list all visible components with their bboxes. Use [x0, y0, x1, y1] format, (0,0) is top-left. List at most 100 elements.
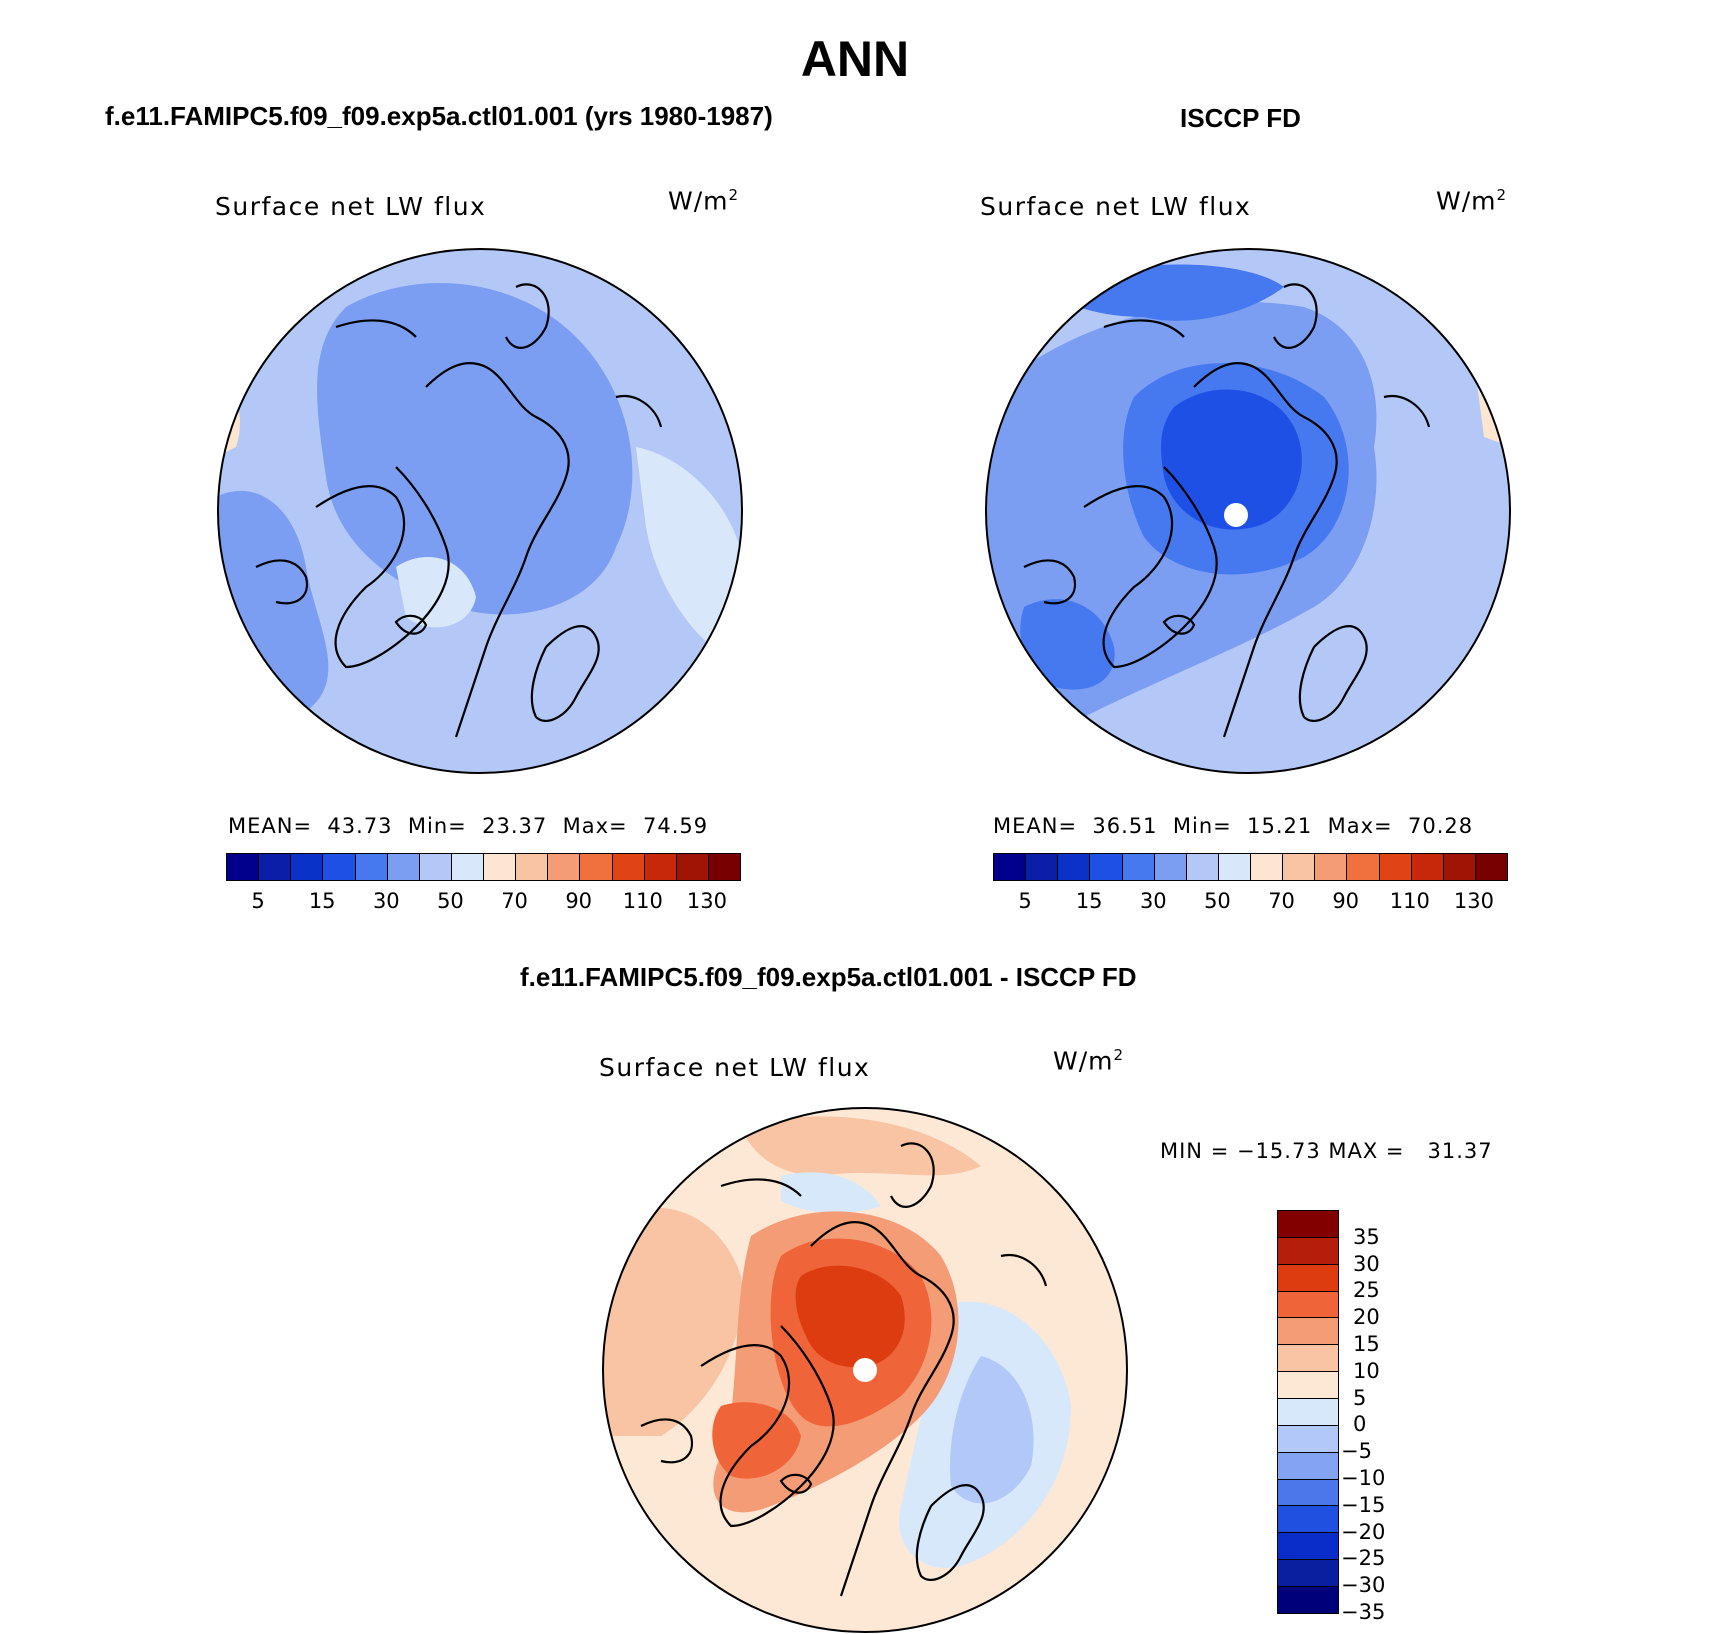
obs-contour-dark-sw: [1020, 599, 1115, 690]
colorbar-tick-label: 70: [501, 889, 528, 913]
colorbar-swatch: [1278, 1506, 1338, 1534]
colorbar-tick-label: 30: [1353, 1251, 1380, 1276]
colorbar-swatch: [1283, 854, 1316, 880]
colorbar-swatch: [1251, 854, 1284, 880]
colorbar-swatch: [1278, 1264, 1338, 1292]
diff-contour-light-red-north: [741, 1116, 981, 1176]
colorbar-swatch: [1026, 854, 1059, 880]
obs-variable-label: Surface net LW flux: [980, 192, 1252, 221]
colorbar-swatch: [1475, 854, 1507, 880]
model-contour-light-center: [396, 557, 476, 628]
obs-colorbar: [993, 853, 1508, 881]
colorbar-swatch: [419, 854, 452, 880]
colorbar-swatch: [994, 854, 1027, 880]
colorbar-tick-label: 10: [1353, 1358, 1380, 1383]
model-colorbar: [226, 853, 741, 881]
colorbar-swatch: [484, 854, 517, 880]
diff-colorbar: [1277, 1210, 1339, 1614]
colorbar-swatch: [1278, 1452, 1338, 1480]
diff-contour-red-greenland: [712, 1402, 801, 1479]
obs-pole-hole: [1224, 503, 1248, 527]
colorbar-tick-label: 15: [1353, 1332, 1380, 1356]
colorbar-swatch: [1278, 1291, 1338, 1319]
model-contour-light-east: [636, 447, 742, 667]
diff-variable-label: Surface net LW flux: [599, 1053, 871, 1082]
colorbar-swatch: [580, 854, 613, 880]
colorbar-tick-label: −30: [1341, 1573, 1386, 1598]
obs-stats: MEAN= 36.51 Min= 15.21 Max= 70.28: [993, 814, 1474, 838]
colorbar-tick-label: 110: [1389, 889, 1430, 913]
diff-contour-dark-red: [795, 1265, 905, 1368]
diff-panel-heading: f.e11.FAMIPC5.f09_f09.exp5a.ctl01.001 - …: [520, 962, 1137, 992]
model-units-label: W/m2: [668, 186, 740, 216]
model-coastlines: [255, 283, 663, 738]
model-panel-heading: f.e11.FAMIPC5.f09_f09.exp5a.ctl01.001 (y…: [105, 101, 773, 131]
colorbar-swatch: [1278, 1345, 1338, 1373]
colorbar-tick-label: −10: [1341, 1466, 1386, 1490]
colorbar-swatch: [548, 854, 581, 880]
colorbar-tick-label: 30: [1139, 889, 1167, 913]
colorbar-tick-label: 15: [1075, 889, 1103, 913]
colorbar-tick-label: 15: [308, 889, 336, 913]
colorbar-tick-label: 90: [1332, 889, 1360, 913]
model-contour-mid: [317, 283, 633, 615]
colorbar-swatch: [1278, 1533, 1338, 1561]
colorbar-swatch: [612, 854, 645, 880]
colorbar-swatch: [1278, 1211, 1338, 1238]
colorbar-swatch: [1315, 854, 1348, 880]
diff-coastlines: [640, 1142, 1048, 1597]
diff-contour-blue-ne: [781, 1172, 881, 1213]
diff-stats: MIN = −15.73 MAX = 31.37: [1160, 1139, 1493, 1163]
colorbar-swatch: [1154, 854, 1187, 880]
diff-polar-map: [602, 1107, 1128, 1633]
diff-contour-light-red-west: [603, 1207, 743, 1436]
model-variable-label: Surface net LW flux: [215, 192, 487, 221]
colorbar-tick-label: 50: [1204, 889, 1231, 913]
colorbar-tick-label: −20: [1341, 1519, 1386, 1544]
obs-coastlines: [1023, 283, 1431, 738]
colorbar-tick-label: 25: [1353, 1278, 1380, 1303]
colorbar-tick-label: 5: [251, 889, 265, 913]
colorbar-swatch: [1090, 854, 1123, 880]
colorbar-swatch: [1443, 854, 1476, 880]
colorbar-tick-label: 0: [1353, 1412, 1367, 1437]
colorbar-swatch: [708, 854, 740, 880]
diff-units-label: W/m2: [1053, 1046, 1125, 1076]
colorbar-tick-label: 20: [1353, 1305, 1380, 1330]
model-stats: MEAN= 43.73 Min= 23.37 Max= 74.59: [228, 814, 709, 838]
colorbar-swatch: [676, 854, 709, 880]
colorbar-swatch: [355, 854, 388, 880]
colorbar-swatch: [1347, 854, 1380, 880]
colorbar-swatch: [1278, 1425, 1338, 1453]
colorbar-swatch: [1058, 854, 1091, 880]
colorbar-swatch: [1278, 1560, 1338, 1588]
colorbar-swatch: [516, 854, 549, 880]
colorbar-tick-label: −25: [1341, 1546, 1386, 1571]
obs-units-label: W/m2: [1436, 186, 1508, 216]
colorbar-tick-label: 90: [565, 889, 593, 913]
colorbar-swatch: [1411, 854, 1444, 880]
colorbar-tick-label: −35: [1341, 1600, 1386, 1624]
colorbar-swatch: [259, 854, 292, 880]
colorbar-tick-label: 50: [437, 889, 464, 913]
colorbar-swatch: [644, 854, 677, 880]
model-contour-warm-east: [721, 347, 742, 407]
colorbar-swatch: [323, 854, 356, 880]
colorbar-swatch: [1122, 854, 1155, 880]
colorbar-tick-label: 130: [1453, 889, 1494, 913]
colorbar-tick-label: 35: [1353, 1224, 1380, 1249]
colorbar-swatch: [1278, 1479, 1338, 1507]
colorbar-swatch: [1278, 1587, 1338, 1613]
colorbar-swatch: [1218, 854, 1251, 880]
main-title: ANN: [800, 31, 910, 87]
colorbar-tick-label: −15: [1341, 1492, 1386, 1517]
colorbar-tick-label: 70: [1268, 889, 1295, 913]
colorbar-tick-label: 130: [686, 889, 727, 913]
colorbar-swatch: [291, 854, 324, 880]
colorbar-swatch: [1278, 1318, 1338, 1346]
colorbar-tick-label: −5: [1341, 1439, 1372, 1464]
colorbar-swatch: [451, 854, 484, 880]
obs-contour-core: [1161, 389, 1302, 530]
obs-panel-heading: ISCCP FD: [1180, 103, 1301, 133]
colorbar-swatch: [1278, 1237, 1338, 1265]
